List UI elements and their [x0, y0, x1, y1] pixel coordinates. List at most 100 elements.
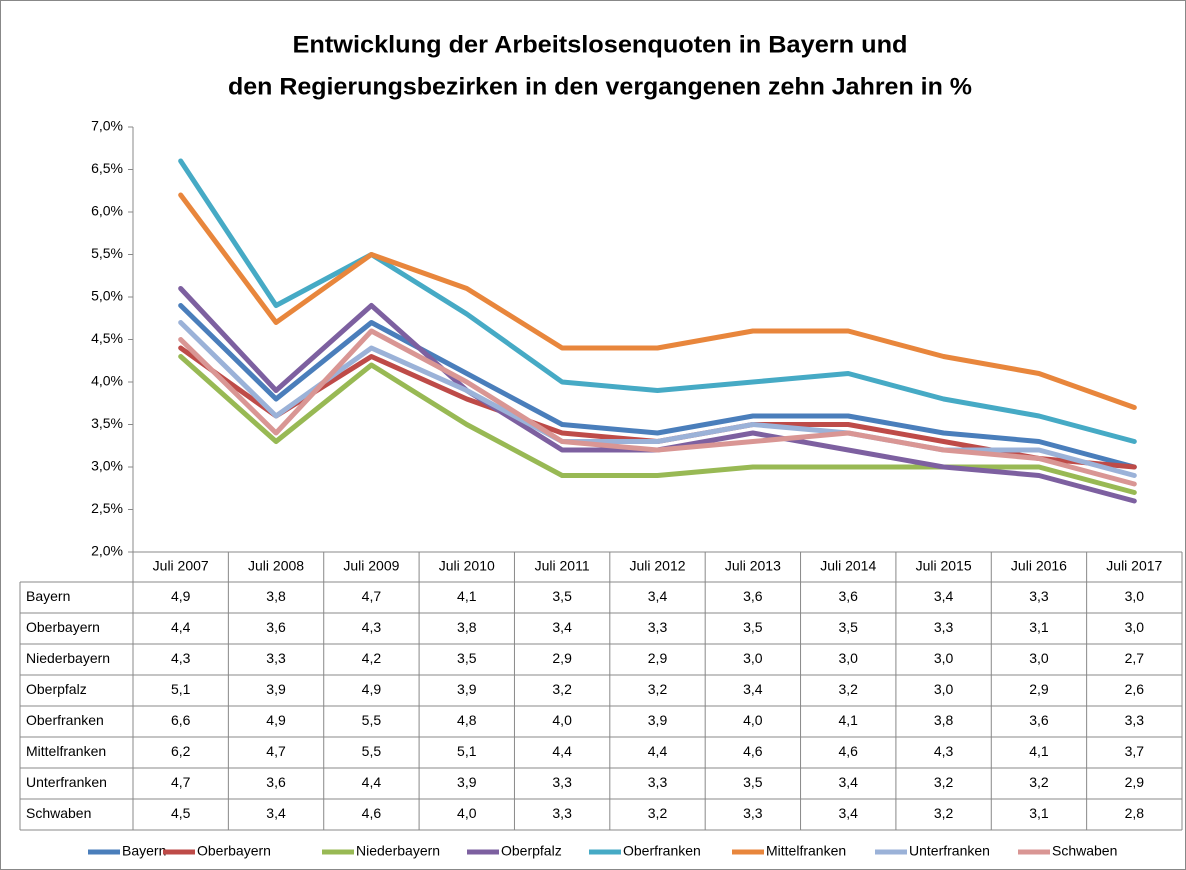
y-tick-label: 5,5% — [91, 245, 123, 261]
table-value: 2,8 — [1125, 805, 1145, 821]
table-value: 3,5 — [838, 619, 858, 635]
table-value: 3,9 — [457, 681, 477, 697]
row-label: Mittelfranken — [26, 743, 106, 759]
y-tick-label: 6,5% — [91, 160, 123, 176]
chart-title: Entwicklung der Arbeitslosenquoten in Ba… — [293, 31, 908, 58]
table-value: 3,3 — [1029, 588, 1049, 604]
table-value: 4,7 — [362, 588, 382, 604]
table-value: 5,1 — [457, 743, 477, 759]
y-tick-label: 3,0% — [91, 458, 123, 474]
y-tick-label: 7,0% — [91, 118, 123, 134]
y-tick-label: 2,5% — [91, 500, 123, 516]
legend-label: Mittelfranken — [766, 843, 846, 859]
table-value: 3,3 — [266, 650, 286, 666]
series-line — [178, 158, 1137, 444]
table-value: 3,3 — [648, 619, 668, 635]
table-value: 4,0 — [457, 805, 477, 821]
table-value: 3,1 — [1029, 805, 1049, 821]
table-value: 4,9 — [171, 588, 191, 604]
table-value: 3,6 — [1029, 712, 1049, 728]
table-value: 4,1 — [838, 712, 858, 728]
table-value: 3,8 — [934, 712, 954, 728]
table-value: 4,5 — [171, 805, 191, 821]
table-value: 4,3 — [934, 743, 954, 759]
table-value: 3,4 — [648, 588, 668, 604]
row-label: Niederbayern — [26, 650, 110, 666]
table-value: 3,6 — [266, 774, 286, 790]
table-value: 3,3 — [552, 805, 572, 821]
table-value: 5,1 — [171, 681, 191, 697]
table-value: 3,3 — [934, 619, 954, 635]
table-value: 4,7 — [266, 743, 286, 759]
table-value: 3,4 — [552, 619, 572, 635]
x-tick-label: Juli 2015 — [916, 558, 972, 574]
table-value: 3,4 — [266, 805, 286, 821]
table-value: 3,2 — [648, 681, 668, 697]
table-value: 4,4 — [648, 743, 668, 759]
table-value: 4,1 — [1029, 743, 1049, 759]
table-value: 5,5 — [362, 743, 382, 759]
table-value: 3,9 — [457, 774, 477, 790]
table-value: 3,1 — [1029, 619, 1049, 635]
table-value: 3,3 — [648, 774, 668, 790]
table-value: 3,3 — [552, 774, 572, 790]
table-value: 4,3 — [362, 619, 382, 635]
x-tick-label: Juli 2016 — [1011, 558, 1067, 574]
row-label: Oberpfalz — [26, 681, 87, 697]
table-value: 3,0 — [838, 650, 858, 666]
table-value: 3,9 — [266, 681, 286, 697]
table-value: 2,6 — [1125, 681, 1145, 697]
table-value: 3,2 — [1029, 774, 1049, 790]
table-value: 2,9 — [1125, 774, 1145, 790]
chart-title: den Regierungsbezirken in den vergangene… — [228, 73, 972, 100]
table-value: 4,3 — [171, 650, 191, 666]
table-value: 3,5 — [457, 650, 477, 666]
table-value: 3,4 — [743, 681, 763, 697]
table-value: 3,2 — [552, 681, 572, 697]
table-value: 3,0 — [1125, 588, 1145, 604]
legend-label: Oberpfalz — [501, 843, 562, 859]
table-value: 3,6 — [266, 619, 286, 635]
legend-label: Unterfranken — [909, 843, 990, 859]
y-tick-label: 5,0% — [91, 288, 123, 304]
table-value: 2,9 — [1029, 681, 1049, 697]
table-value: 2,9 — [552, 650, 572, 666]
table-value: 4,0 — [743, 712, 763, 728]
table-value: 3,0 — [1029, 650, 1049, 666]
y-tick-label: 4,5% — [91, 330, 123, 346]
table-value: 3,3 — [743, 805, 763, 821]
y-tick-label: 3,5% — [91, 415, 123, 431]
row-label: Schwaben — [26, 805, 91, 821]
table-value: 4,4 — [171, 619, 191, 635]
table-value: 2,7 — [1125, 650, 1145, 666]
table-value: 5,5 — [362, 712, 382, 728]
table-value: 3,0 — [934, 650, 954, 666]
table-value: 2,9 — [648, 650, 668, 666]
table-value: 3,4 — [838, 774, 858, 790]
table-value: 3,0 — [743, 650, 763, 666]
table-value: 3,8 — [266, 588, 286, 604]
series-line — [178, 328, 1137, 487]
table-value: 3,2 — [838, 681, 858, 697]
table-value: 3,0 — [1125, 619, 1145, 635]
table-value: 3,6 — [743, 588, 763, 604]
legend-label: Oberfranken — [623, 843, 701, 859]
table-value: 3,0 — [934, 681, 954, 697]
table-value: 3,2 — [648, 805, 668, 821]
table-value: 4,0 — [552, 712, 572, 728]
table-value: 4,8 — [457, 712, 477, 728]
table-value: 3,5 — [552, 588, 572, 604]
y-tick-label: 4,0% — [91, 373, 123, 389]
x-tick-label: Juli 2013 — [725, 558, 781, 574]
x-tick-label: Juli 2008 — [248, 558, 304, 574]
table-value: 6,2 — [171, 743, 191, 759]
legend-label: Bayern — [122, 843, 166, 859]
table-value: 3,6 — [838, 588, 858, 604]
table-value: 3,2 — [934, 805, 954, 821]
x-tick-label: Juli 2007 — [153, 558, 209, 574]
table-value: 3,5 — [743, 619, 763, 635]
legend-label: Niederbayern — [356, 843, 440, 859]
table-value: 4,9 — [266, 712, 286, 728]
legend-label: Oberbayern — [197, 843, 271, 859]
x-tick-label: Juli 2011 — [535, 558, 590, 574]
